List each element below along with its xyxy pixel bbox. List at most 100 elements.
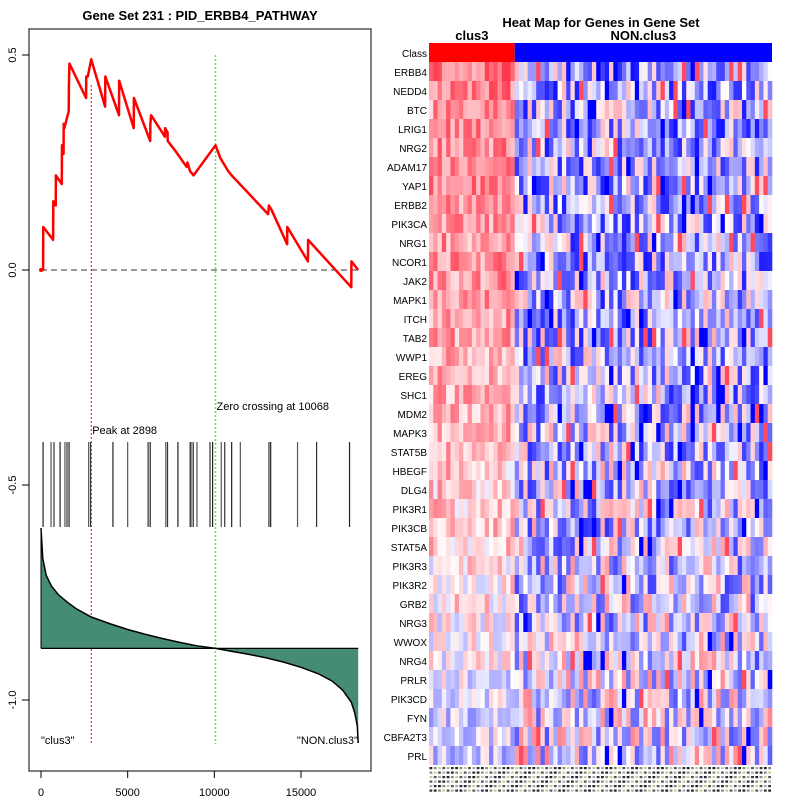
heatmap-cell	[669, 670, 674, 689]
sample-label-glyph	[669, 785, 673, 788]
sample-label-glyph	[665, 776, 669, 779]
heatmap-cell	[694, 594, 700, 613]
heatmap-cell	[733, 214, 738, 233]
heatmap-cell	[621, 575, 627, 594]
heatmap-cell	[651, 214, 657, 233]
sample-label-glyph	[759, 771, 763, 774]
heatmap-cell	[579, 157, 584, 176]
sample-label-glyph	[523, 789, 527, 792]
heatmap-cell	[583, 480, 588, 499]
heatmap-cell	[613, 252, 618, 271]
heatmap-cell	[716, 347, 721, 366]
heatmap-cell	[454, 556, 460, 575]
heatmap-cell	[656, 214, 661, 233]
heatmap-cell	[510, 594, 516, 613]
heatmap-cell	[579, 651, 584, 670]
heatmap-cell	[604, 195, 610, 214]
sample-label-glyph	[463, 780, 467, 783]
sample-label-glyph	[691, 789, 694, 792]
heatmap-cell	[557, 176, 563, 195]
heatmap-cell	[540, 328, 546, 347]
heatmap-cell	[639, 252, 644, 271]
sample-label-glyph	[716, 776, 720, 779]
heatmap-cell	[476, 594, 481, 613]
sample-label-glyph	[433, 789, 437, 792]
heatmap-cell	[583, 62, 588, 81]
heatmap-cell	[617, 651, 623, 670]
heatmap-cell	[763, 290, 769, 309]
heatmap-cell	[626, 556, 631, 575]
heatmap-cell	[617, 461, 623, 480]
heatmap-cell	[519, 290, 524, 309]
heatmap-cell	[514, 290, 520, 309]
heatmap-cell	[694, 423, 700, 442]
sample-label-glyph	[682, 780, 686, 783]
heatmap-cell	[587, 556, 593, 575]
heatmap-cell	[703, 62, 708, 81]
heatmap-cell	[433, 62, 438, 81]
heatmap-cell	[566, 214, 571, 233]
heatmap-cell	[621, 271, 627, 290]
heatmap-cell	[476, 214, 481, 233]
heatmap-cell	[681, 651, 687, 670]
heatmap-cell	[759, 746, 764, 765]
sample-label-glyph	[558, 789, 561, 792]
heatmap-cell	[664, 119, 670, 138]
heatmap-cell	[639, 442, 644, 461]
heatmap-cell	[540, 385, 546, 404]
heatmap-cell	[527, 157, 533, 176]
sample-label-glyph	[609, 780, 613, 783]
sample-label-glyph	[549, 789, 553, 792]
sample-label-glyph	[712, 785, 716, 788]
heatmap-cell	[724, 119, 730, 138]
heatmap-cell	[437, 480, 443, 499]
heatmap-cell	[699, 328, 704, 347]
heatmap-cell	[763, 442, 769, 461]
heatmap-cell	[621, 499, 627, 518]
heatmap-cell	[437, 537, 443, 556]
heatmap-cell	[497, 62, 503, 81]
heatmap-cell	[656, 81, 661, 100]
heatmap-cell	[579, 138, 584, 157]
heatmap-cell	[506, 138, 511, 157]
heatmap-cell	[527, 385, 533, 404]
heatmap-cell	[694, 404, 700, 423]
heatmap-cell	[630, 157, 636, 176]
heatmap-cell	[446, 594, 451, 613]
heatmap-cell	[600, 423, 606, 442]
heatmap-cell	[591, 537, 597, 556]
heatmap-cell	[480, 461, 486, 480]
heatmap-cell	[711, 252, 717, 271]
heatmap-cell	[626, 404, 631, 423]
heatmap-cell	[763, 404, 769, 423]
heatmap-cell	[746, 119, 751, 138]
heatmap-cell	[630, 499, 636, 518]
heatmap-cell	[724, 727, 730, 746]
heatmap-cell	[750, 195, 756, 214]
heatmap-cell	[553, 632, 558, 651]
heatmap-cell	[750, 499, 756, 518]
heatmap-cell	[754, 62, 760, 81]
heatmap-cell	[566, 746, 571, 765]
heatmap-cell	[536, 746, 541, 765]
heatmap-cell	[527, 271, 533, 290]
heatmap-cell	[690, 670, 696, 689]
heatmap-cell	[570, 632, 576, 651]
sample-label-glyph	[609, 776, 613, 779]
heatmap-cell	[767, 81, 773, 100]
heatmap-cell	[746, 556, 751, 575]
heatmap-cell	[497, 233, 503, 252]
heatmap-cell	[463, 347, 468, 366]
heatmap-cell	[741, 423, 747, 442]
heatmap-cell	[570, 195, 576, 214]
heatmap-cell	[484, 727, 490, 746]
heatmap-cell	[750, 423, 756, 442]
heatmap-cell	[553, 252, 558, 271]
sample-label-glyph	[549, 771, 553, 774]
sample-label-glyph	[515, 780, 519, 783]
heatmap-cell	[510, 233, 516, 252]
sample-label-glyph	[450, 780, 454, 783]
heatmap-cell	[480, 746, 486, 765]
heatmap-cell	[681, 575, 687, 594]
heatmap-cell	[450, 366, 456, 385]
